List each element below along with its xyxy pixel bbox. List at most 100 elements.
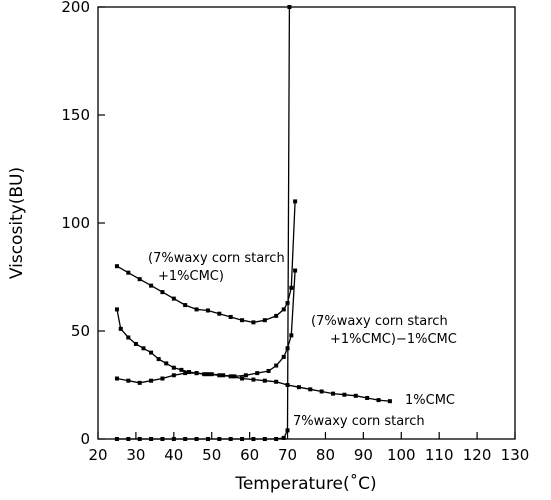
y-tick-label: 100 [61, 214, 90, 232]
data-point [387, 399, 392, 404]
data-point [331, 391, 336, 396]
data-point [289, 285, 294, 290]
data-point [133, 341, 138, 346]
data-point [228, 437, 233, 441]
data-point [118, 326, 123, 331]
data-point [114, 264, 119, 269]
data-point [281, 307, 286, 312]
data-point [137, 437, 142, 441]
data-point [308, 387, 313, 392]
data-point [293, 199, 298, 204]
data-point [353, 393, 358, 398]
x-tick-label: 120 [463, 446, 492, 464]
data-point [289, 333, 294, 338]
data-point [114, 307, 119, 312]
data-point [243, 373, 248, 378]
x-tick-label: 50 [202, 446, 221, 464]
data-point [281, 435, 286, 440]
data-point [114, 376, 119, 381]
data-point [149, 350, 154, 355]
annotation-cmc: 1%CMC [405, 393, 455, 408]
data-point [186, 370, 191, 375]
data-point [149, 378, 154, 383]
x-tick-label: 60 [240, 446, 259, 464]
data-point [149, 437, 154, 441]
data-point [228, 314, 233, 319]
data-point [171, 437, 176, 441]
data-point [228, 374, 233, 379]
y-tick-label: 150 [61, 106, 90, 124]
data-point [262, 378, 267, 383]
x-tick-label: 30 [126, 446, 145, 464]
x-tick-label: 20 [88, 446, 107, 464]
chart-marks: 20 30 40 50 60 70 80 90 100 110 120 130 0 50 100 150 200 [61, 0, 529, 464]
x-tick-label: 40 [164, 446, 183, 464]
data-point [255, 371, 260, 376]
annotation-starch: 7%waxy corn starch [293, 414, 425, 429]
data-point [137, 380, 142, 385]
y-tick-label: 50 [71, 322, 90, 340]
data-point [251, 320, 256, 325]
data-point [205, 308, 210, 313]
data-point [194, 307, 199, 312]
data-point [194, 437, 199, 441]
x-axis-title: Temperature(˚C) [234, 473, 376, 494]
annotation-blend-line1: (7%waxy corn starch [148, 251, 285, 266]
series-line-2 [116, 372, 390, 402]
data-point [274, 379, 279, 384]
data-point [262, 437, 267, 441]
y-axis-title: Viscosity(BU) [7, 167, 27, 279]
annotation-blend: (7%waxy corn starch +1%CMC) [148, 251, 285, 284]
data-point [287, 5, 292, 9]
data-point [160, 290, 165, 295]
data-point [183, 371, 188, 376]
data-point [217, 437, 222, 441]
data-point [251, 377, 256, 382]
data-point [126, 378, 131, 383]
annotation-difference-line2: +1%CMC)−1%CMC [330, 332, 457, 347]
plot-area-frame [97, 6, 516, 440]
data-point [296, 385, 301, 390]
series-line-1 [116, 270, 296, 378]
data-point [183, 437, 188, 441]
data-point [376, 398, 381, 403]
data-point [217, 373, 222, 378]
data-point [164, 361, 169, 366]
data-point [319, 389, 324, 394]
x-tick-label: 100 [387, 446, 416, 464]
data-point [251, 437, 256, 441]
data-point [365, 395, 370, 400]
data-point [217, 311, 222, 316]
x-tick-label: 130 [501, 446, 530, 464]
data-point [179, 367, 184, 372]
data-point [141, 346, 146, 351]
x-tick-label: 110 [425, 446, 454, 464]
data-point [240, 437, 245, 441]
data-point [266, 368, 271, 373]
data-point [274, 313, 279, 318]
data-point [183, 303, 188, 308]
x-tick-label: 70 [278, 446, 297, 464]
data-point [342, 392, 347, 397]
data-point [126, 270, 131, 275]
data-point [205, 437, 210, 441]
annotation-difference-line1: (7%waxy corn starch [311, 314, 448, 329]
data-point [293, 268, 298, 273]
data-point [171, 365, 176, 370]
data-point [137, 277, 142, 282]
data-point [160, 376, 165, 381]
annotation-blend-line2: +1%CMC) [158, 269, 224, 284]
data-point [285, 428, 290, 433]
data-point [126, 335, 131, 340]
y-tick-label: 200 [61, 0, 90, 16]
data-point [274, 363, 279, 368]
data-point [281, 354, 286, 359]
data-point [156, 357, 161, 362]
data-point [171, 373, 176, 378]
data-point [262, 318, 267, 323]
data-point [232, 374, 237, 379]
x-tick-label: 80 [316, 446, 335, 464]
annotation-difference: (7%waxy corn starch +1%CMC)−1%CMC [311, 314, 457, 347]
x-tick-label: 90 [354, 446, 373, 464]
data-point [126, 437, 131, 441]
